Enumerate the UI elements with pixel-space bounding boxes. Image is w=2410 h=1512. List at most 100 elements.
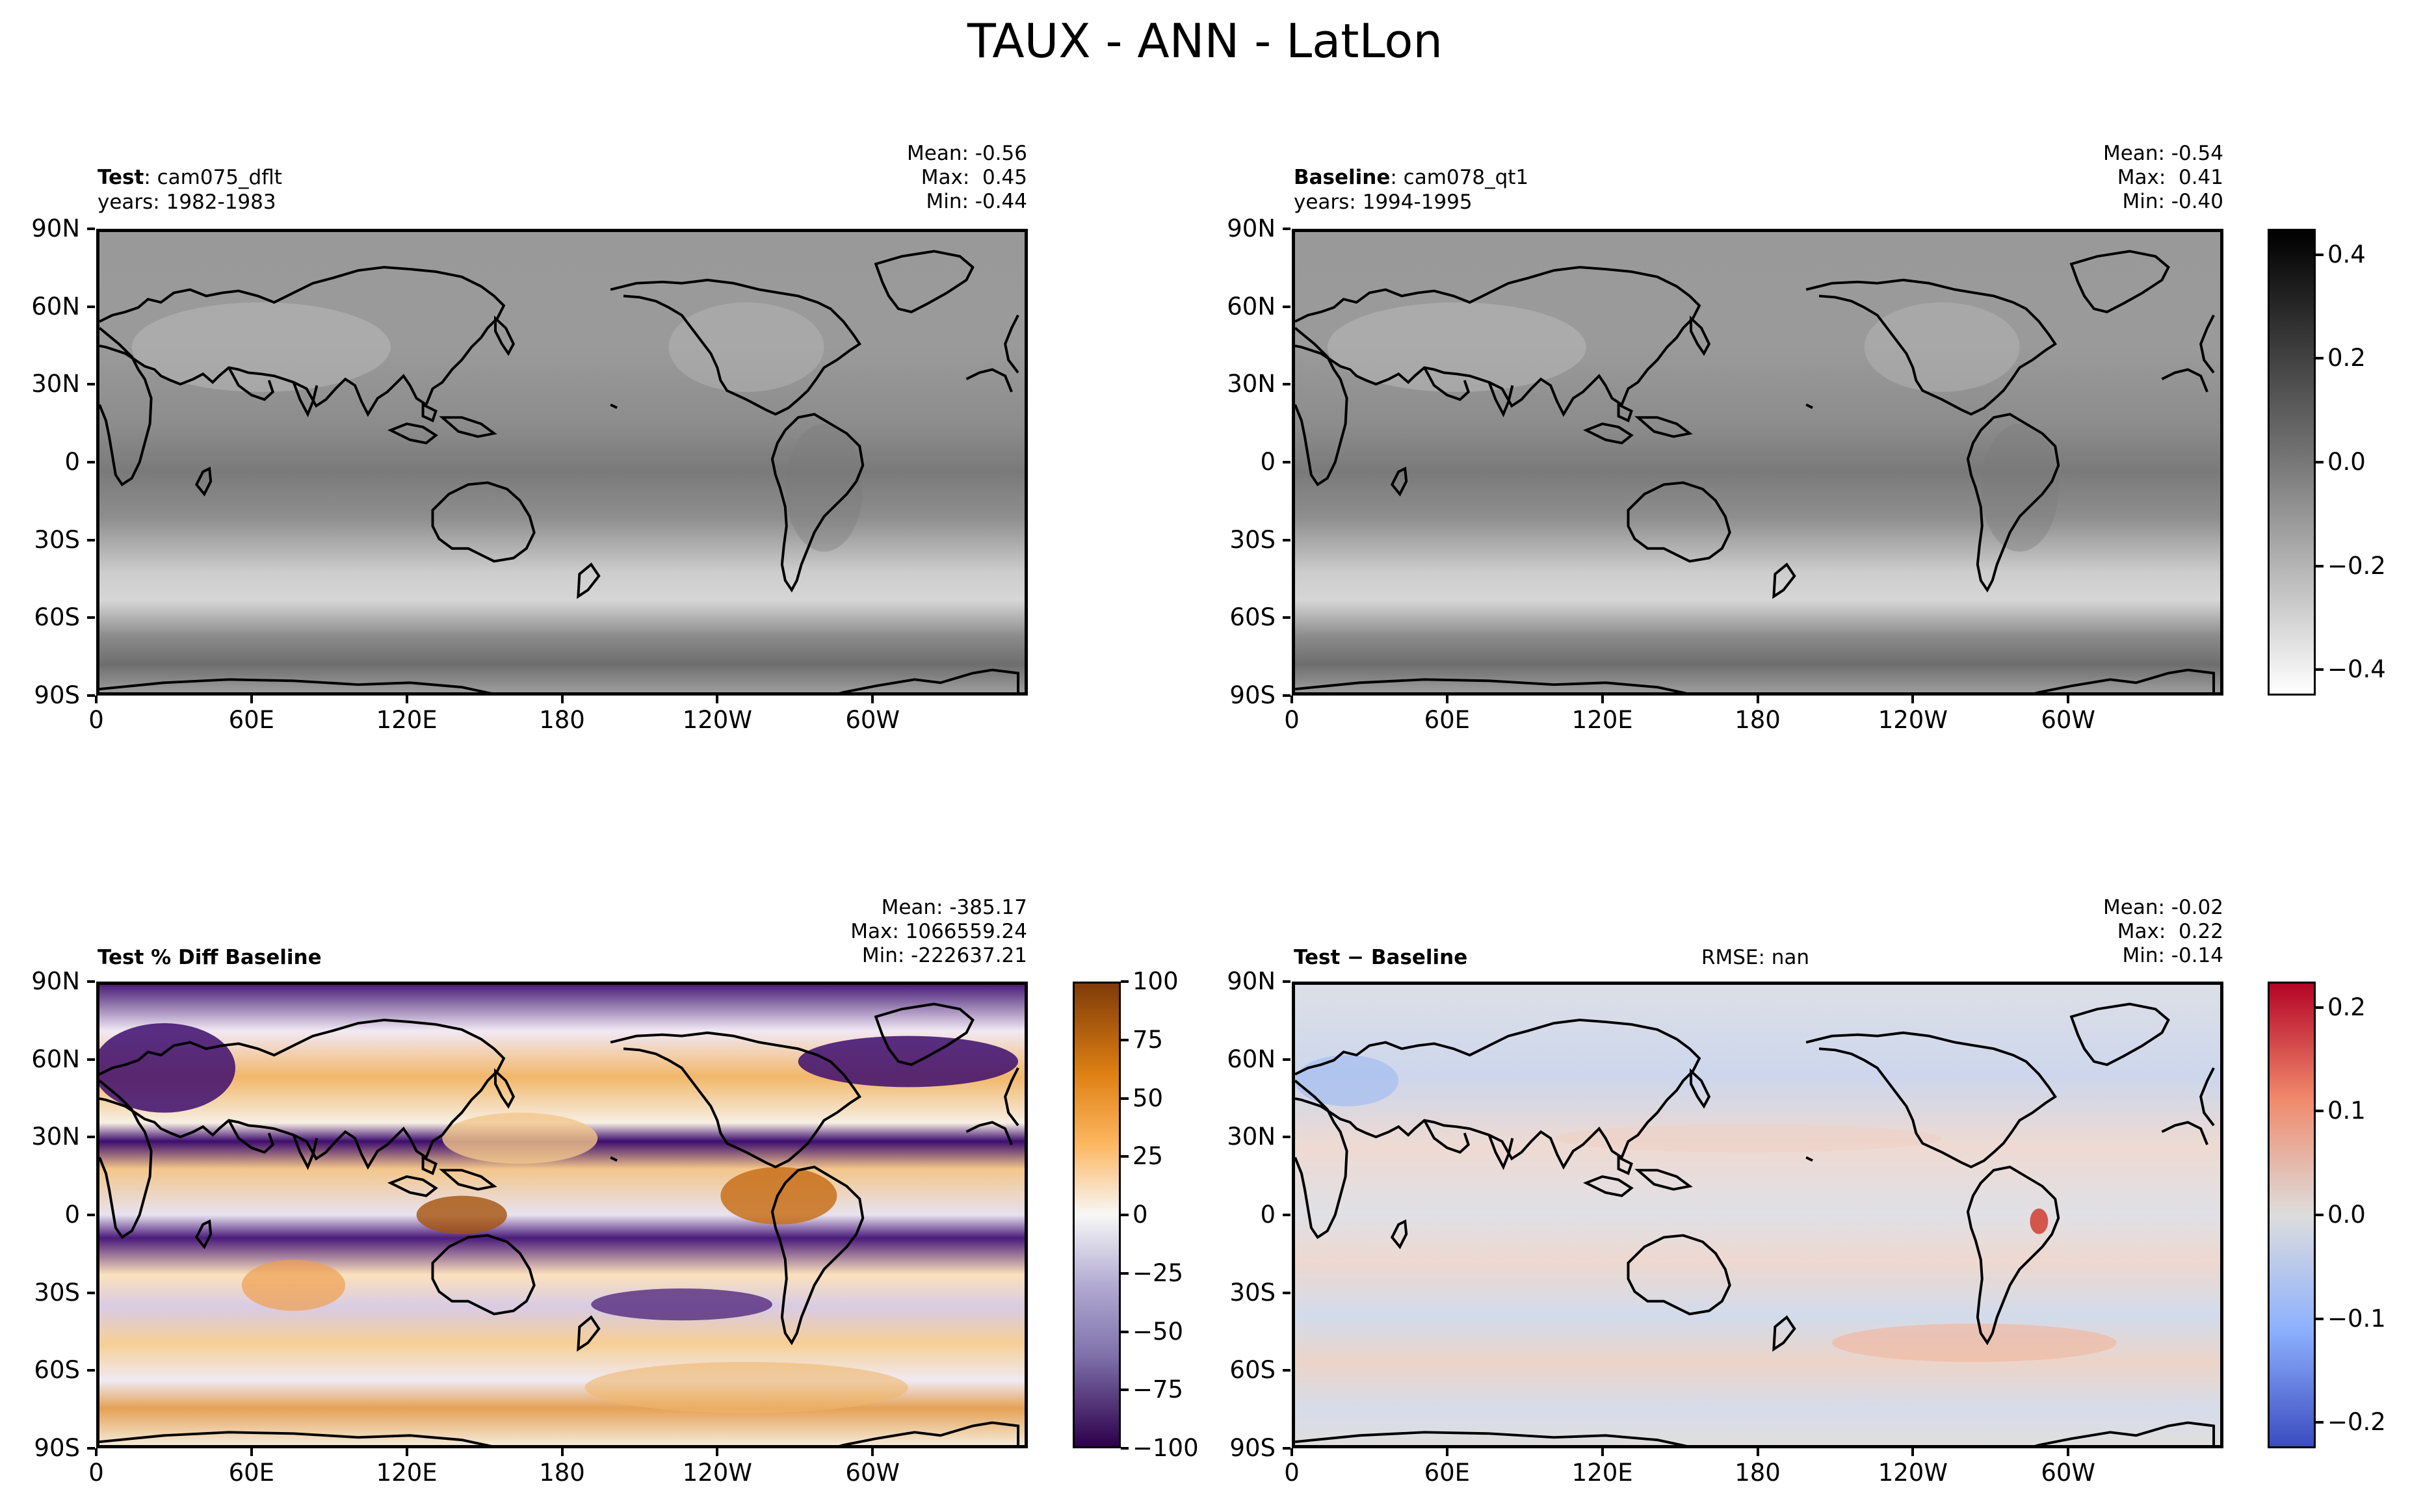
pctdiff-ytick-label: 90S (34, 1434, 80, 1462)
pctdiff-map-image (99, 985, 1025, 1445)
test-max: Max: 0.45 (921, 166, 1027, 189)
pctdiff-colorbar-tick-mark (1121, 1271, 1129, 1275)
baseline-xtick-mark (1756, 696, 1759, 703)
diff-xtick-label: 120E (1571, 1459, 1633, 1487)
pctdiff-colorbar-tick-label: 50 (1133, 1084, 1164, 1112)
baseline-xtick-label: 120W (1878, 706, 1948, 734)
diff-colorbar-tick-label: 0.2 (2327, 993, 2366, 1021)
pctdiff-ytick-label: 60N (31, 1045, 80, 1073)
baseline-xtick-label: 0 (1284, 706, 1300, 734)
gray-colorbar-tick-label: 0.0 (2327, 448, 2366, 476)
pctdiff-ytick-mark (87, 1447, 95, 1450)
diff-map (1292, 982, 2223, 1448)
pctdiff-ytick-label: 30N (31, 1123, 80, 1151)
diff-ytick-mark (1283, 1369, 1290, 1372)
pctdiff-xtick-mark (250, 1448, 253, 1456)
baseline-ytick-label: 0 (1260, 448, 1276, 476)
test-ytick-mark (87, 538, 95, 541)
baseline-map (1292, 229, 2223, 696)
pctdiff-colorbar-tick-label: 25 (1133, 1142, 1164, 1171)
diff-xtick-label: 120W (1878, 1459, 1948, 1487)
baseline-xtick-mark (1601, 696, 1604, 703)
test-xtick-mark (250, 696, 253, 703)
pctdiff-xtick-label: 0 (88, 1459, 104, 1487)
diff-colorbar-tick-label: −0.2 (2327, 1408, 2386, 1437)
test-ytick-mark (87, 616, 95, 619)
diff-colorbar (2268, 982, 2316, 1448)
baseline-xtick-mark (1290, 696, 1293, 703)
pctdiff-colorbar-tick-mark (1121, 1388, 1129, 1392)
baseline-mean: Mean: -0.54 (2103, 142, 2223, 165)
pctdiff-colorbar (1073, 982, 1121, 1448)
diff-colorbar-tick-label: −0.1 (2327, 1304, 2386, 1333)
diff-ytick-label: 60S (1229, 1356, 1276, 1385)
pctdiff-ytick-mark (87, 980, 95, 983)
test-xtick-mark (560, 696, 564, 703)
baseline-xtick-label: 180 (1735, 706, 1781, 734)
baseline-stats: Mean: -0.54 Max: 0.41 Min: -0.40 (2061, 142, 2223, 214)
test-xtick-label: 60W (845, 706, 900, 734)
baseline-ytick-label: 30N (1227, 370, 1276, 398)
pctdiff-colorbar-tick-mark (1121, 1330, 1129, 1333)
test-stats: Mean: -0.56 Max: 0.45 Min: -0.44 (865, 142, 1027, 214)
pctdiff-xtick-label: 60E (228, 1459, 275, 1487)
diff-colorbar-tick-mark (2316, 1006, 2324, 1009)
test-xtick-label: 0 (88, 706, 104, 734)
diff-ytick-label: 60N (1227, 1045, 1276, 1073)
pctdiff-xtick-mark (95, 1448, 98, 1456)
pctdiff-colorbar-tick-label: 75 (1133, 1025, 1164, 1054)
test-ytick-label: 90N (31, 215, 80, 242)
pctdiff-mean: Mean: -385.17 (881, 896, 1027, 919)
baseline-xtick-label: 60W (2041, 706, 2095, 734)
pctdiff-colorbar-tick-mark (1121, 1038, 1129, 1041)
baseline-ytick-mark (1283, 383, 1290, 386)
baseline-min: Min: -0.40 (2122, 190, 2223, 213)
test-xtick-mark (716, 696, 719, 703)
diff-mean: Mean: -0.02 (2103, 896, 2223, 919)
diff-xtick-mark (1445, 1448, 1448, 1456)
baseline-title-case: : cam078_qt1 (1390, 166, 1529, 189)
diff-ytick-mark (1283, 1058, 1290, 1061)
test-ytick-label: 60S (34, 603, 80, 632)
diff-title-bold: Test − Baseline (1294, 946, 1468, 969)
diff-ytick-label: 90N (1227, 967, 1276, 995)
test-xtick-mark (95, 696, 98, 703)
pctdiff-colorbar-tick-label: 0 (1133, 1201, 1148, 1229)
baseline-ytick-label: 30S (1229, 525, 1276, 554)
baseline-xtick-label: 60E (1424, 706, 1471, 734)
diff-rmse: RMSE: nan (1701, 946, 1810, 969)
test-xtick-label: 120W (682, 706, 752, 734)
diff-xtick-label: 180 (1735, 1459, 1781, 1487)
diff-colorbar-tick-mark (2316, 1214, 2324, 1216)
pctdiff-stats: Mean: -385.17 Max: 1066559.24 Min: -222637… (735, 896, 1027, 968)
test-years: years: 1982-1983 (98, 190, 276, 214)
baseline-xtick-mark (1445, 696, 1448, 703)
diff-ytick-label: 30N (1227, 1123, 1276, 1151)
diff-xtick-mark (2067, 1448, 2070, 1456)
diff-ytick-label: 90S (1229, 1434, 1276, 1462)
baseline-panel-title: Baseline: cam078_qt1 (1294, 166, 1528, 190)
test-ytick-mark (87, 228, 95, 230)
pctdiff-ytick-mark (87, 1214, 95, 1216)
test-title-bold: Test (98, 166, 144, 189)
test-ytick-label: 90S (34, 681, 80, 709)
gray-colorbar-tick-mark (2316, 668, 2324, 671)
test-ytick-mark (87, 383, 95, 386)
pctdiff-colorbar-tick-mark (1121, 1214, 1129, 1216)
pctdiff-map (96, 982, 1028, 1448)
pctdiff-xtick-mark (871, 1448, 874, 1456)
diff-ytick-mark (1283, 1447, 1290, 1450)
diff-panel-title: Test − Baseline (1294, 946, 1467, 970)
pctdiff-ytick-mark (87, 1136, 95, 1139)
diff-max: Max: 0.22 (2117, 920, 2223, 943)
pctdiff-colorbar-tick-mark (1121, 980, 1129, 983)
pctdiff-min: Min: -222637.21 (861, 944, 1027, 967)
gray-colorbar-tick-label: −0.4 (2327, 655, 2386, 684)
test-xtick-mark (871, 696, 874, 703)
test-xtick-label: 60E (228, 706, 275, 734)
gray-colorbar-tick-mark (2316, 461, 2324, 463)
baseline-xtick-mark (2067, 696, 2070, 703)
diff-colorbar-tick-label: 0.1 (2327, 1097, 2366, 1125)
pctdiff-xtick-mark (716, 1448, 719, 1456)
diff-xtick-mark (1290, 1448, 1293, 1456)
